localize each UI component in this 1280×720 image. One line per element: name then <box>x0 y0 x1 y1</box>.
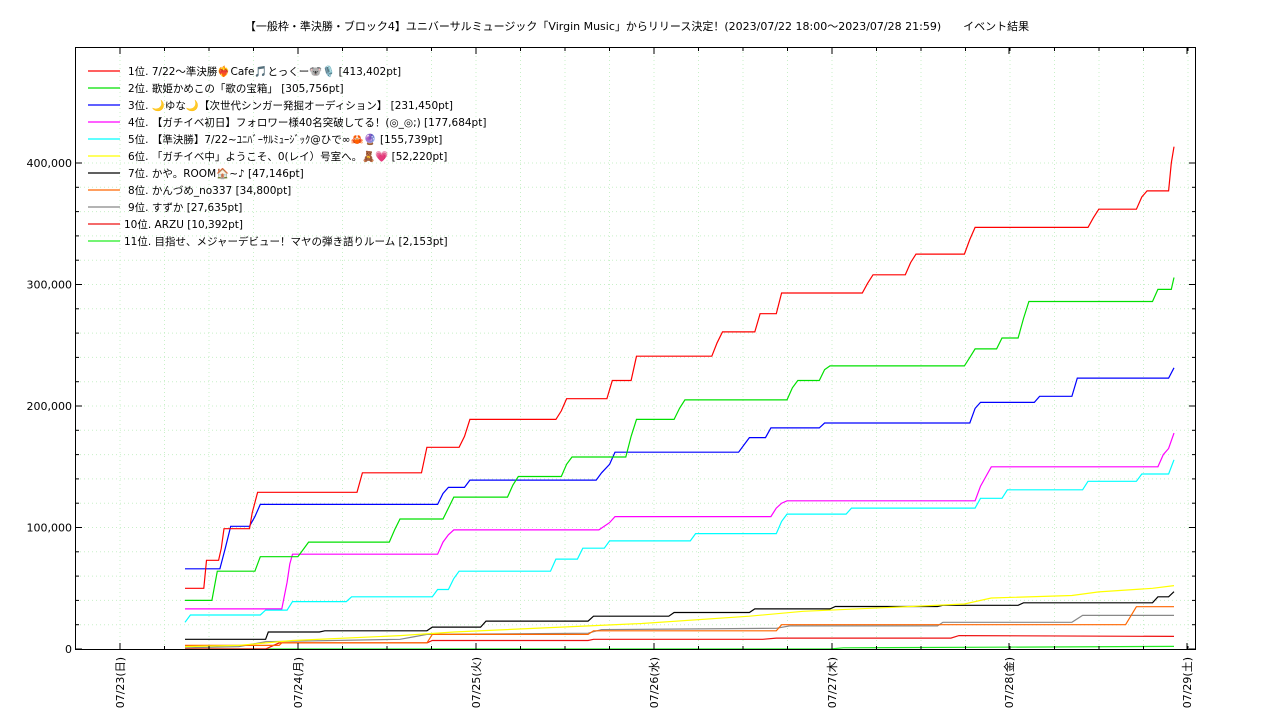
series-line-1 <box>185 146 1175 589</box>
legend-label: 3位. 🌙ゆな🌙【次世代シンガー発掘オーディション】 [231,450pt] <box>128 99 453 112</box>
series-line-9 <box>184 614 1174 649</box>
legend: 1位. 7/22〜準決勝❤️‍🔥Cafe🎵とっくー🐨🎙️ [413,402pt]… <box>88 65 486 248</box>
legend-label: 10位. ARZU [10,392pt] <box>124 218 243 231</box>
grid <box>76 48 1195 649</box>
legend-label: 2位. 歌姫かめこの「歌の宝箱」 [305,756pt] <box>128 82 344 95</box>
series-line-7 <box>185 591 1175 640</box>
plot-frame <box>75 47 1196 650</box>
chart-title: 【一般枠・準決勝・ブロック4】ユニバーサルミュージック「Virgin Music… <box>245 19 1029 33</box>
series-line-3 <box>185 367 1175 570</box>
y-tick-label: 300,000 <box>27 279 73 292</box>
y-tick-label: 0 <box>65 643 72 656</box>
y-tick-label: 200,000 <box>27 400 73 413</box>
legend-label: 9位. すずか [27,635pt] <box>128 201 242 214</box>
y-tick-label: 400,000 <box>27 157 73 170</box>
legend-label: 5位. 【準決勝】7/22~ﾕﾆﾊﾞｰｻﾙﾐｭｰｼﾞｯｸ@ひで∞🦀🔮 [155,… <box>128 133 442 146</box>
legend-label: 1位. 7/22〜準決勝❤️‍🔥Cafe🎵とっくー🐨🎙️ [413,402pt] <box>128 65 401 78</box>
x-tick-label: 07/29(土) <box>1181 657 1194 708</box>
series-line-4 <box>185 432 1175 610</box>
series-group <box>184 146 1175 650</box>
x-tick-label: 07/27(木) <box>826 657 839 708</box>
series-line-11 <box>185 645 1175 650</box>
series-line-8 <box>185 606 1174 647</box>
x-tick-label: 07/26(水) <box>648 657 661 708</box>
legend-label: 11位. 目指せ、メジャーデビュー！マヤの弾き語りルーム [2,153pt] <box>124 235 448 248</box>
x-tick-label: 07/25(火) <box>470 657 483 708</box>
series-line-6 <box>184 585 1175 648</box>
x-axis: 07/23(日) 07/24(月) 07/25(火) 07/26(水) 07/27(木)… <box>114 48 1194 708</box>
legend-label: 6位. 「ガチイベ中」ようこそ、0(レイ）号室へ。🧸💗 [52,220pt] <box>128 150 447 163</box>
y-tick-label: 100,000 <box>27 522 73 535</box>
series-line-2 <box>185 277 1175 602</box>
legend-label: 4位. 【ガチイベ初日】フォロワー様40名突破してる！(◎_◎;) [177,6… <box>128 116 486 129</box>
x-tick-label: 07/23(日) <box>114 657 127 708</box>
y-axis: 0 100,000 200,000 300,000 400,000 <box>27 157 1195 656</box>
series-line-5 <box>184 459 1175 623</box>
x-tick-label: 07/24(月) <box>292 657 305 708</box>
legend-label: 7位. かや。ROOM🏠~♪ [47,146pt] <box>128 167 304 180</box>
legend-label: 8位. かんづめ_no337 [34,800pt] <box>128 184 291 197</box>
x-tick-label: 07/28(金) <box>1002 657 1016 708</box>
series-line-10 <box>185 634 1175 650</box>
